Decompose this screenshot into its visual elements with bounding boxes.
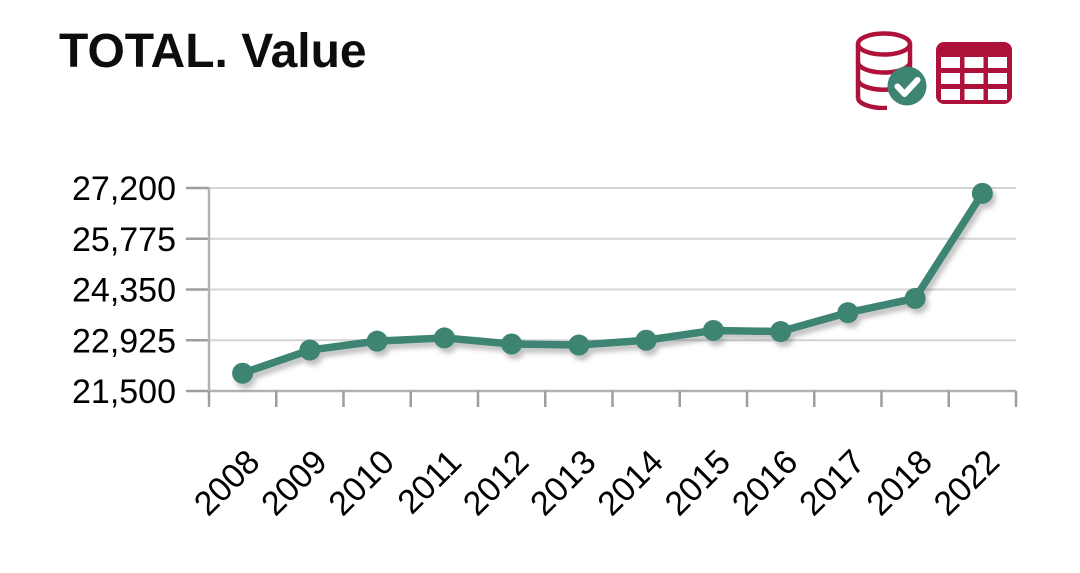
data-point-2010 [366, 330, 388, 352]
table-cells [941, 57, 1007, 100]
checkmark-icon [894, 77, 921, 97]
series-line [238, 189, 987, 377]
x-axis-label: 2009 [254, 443, 334, 523]
y-axis-label: 21,500 [72, 373, 176, 411]
data-point-2012 [501, 333, 523, 355]
chart-axes [186, 186, 1018, 407]
chart-gridlines [209, 187, 1016, 392]
x-axis-label: 2016 [725, 443, 805, 523]
x-axis-label: 2017 [792, 443, 872, 523]
data-point-2017 [837, 302, 859, 324]
y-axis-label: 25,775 [72, 221, 176, 259]
x-axis-label: 2008 [187, 443, 267, 523]
data-point-2009 [299, 339, 321, 361]
data-table-icon[interactable] [936, 42, 1012, 104]
data-point-2015 [702, 319, 724, 341]
x-axis-label: 2013 [523, 443, 603, 523]
x-axis-label: 2022 [927, 443, 1007, 523]
x-axis-label: 2010 [321, 443, 401, 523]
x-axis-label: 2011 [390, 443, 469, 522]
chart-series [232, 182, 993, 384]
data-point-2008 [232, 362, 254, 384]
database-cylinder [855, 31, 913, 110]
data-point-2022 [971, 182, 993, 204]
data-point-2014 [635, 329, 657, 351]
x-axis-label: 2012 [456, 443, 536, 523]
x-axis-label: 2015 [658, 443, 738, 523]
data-point-2018 [904, 287, 926, 309]
data-point-2011 [433, 327, 455, 349]
data-point-2016 [770, 321, 792, 343]
check-badge [887, 66, 927, 106]
database-check-icon[interactable] [851, 30, 933, 110]
y-axis-label: 24,350 [72, 272, 176, 310]
y-axis-label: 22,925 [72, 322, 176, 360]
y-axis-label: 27,200 [72, 170, 176, 208]
x-axis-label: 2014 [590, 443, 670, 523]
chart-title: TOTAL. Value [59, 25, 367, 78]
x-axis-label: 2018 [859, 443, 939, 523]
data-point-2013 [568, 334, 590, 356]
